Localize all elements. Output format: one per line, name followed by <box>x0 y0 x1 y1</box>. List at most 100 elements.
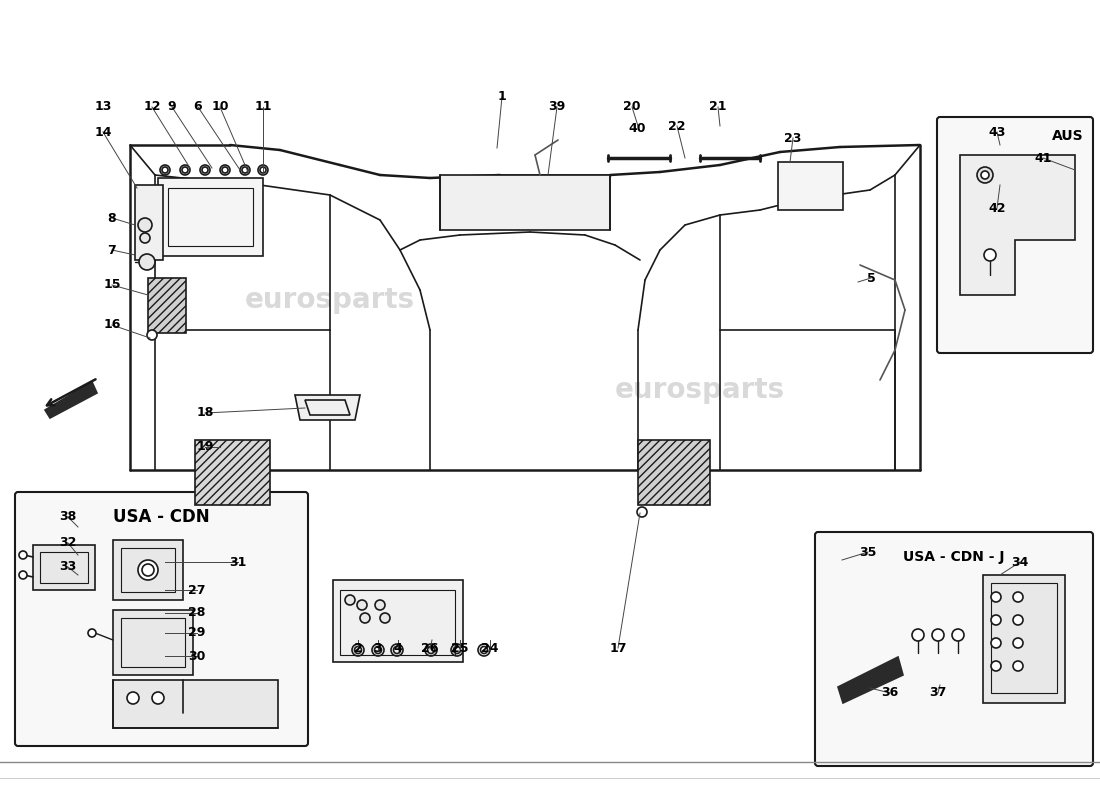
Circle shape <box>977 167 993 183</box>
Circle shape <box>88 629 96 637</box>
Circle shape <box>991 661 1001 671</box>
Polygon shape <box>960 155 1075 295</box>
Circle shape <box>1013 615 1023 625</box>
Circle shape <box>260 167 266 173</box>
Circle shape <box>160 165 170 175</box>
Circle shape <box>222 167 228 173</box>
Text: 6: 6 <box>194 101 202 114</box>
Circle shape <box>138 218 152 232</box>
Text: 41: 41 <box>1034 151 1052 165</box>
Circle shape <box>991 592 1001 602</box>
Text: 37: 37 <box>930 686 947 699</box>
Polygon shape <box>295 395 360 420</box>
Circle shape <box>991 615 1001 625</box>
Text: 11: 11 <box>254 101 272 114</box>
Bar <box>983 575 1065 703</box>
Text: 43: 43 <box>988 126 1005 138</box>
FancyBboxPatch shape <box>937 117 1093 353</box>
Text: 25: 25 <box>451 642 469 655</box>
Circle shape <box>258 165 268 175</box>
Circle shape <box>360 613 370 623</box>
Bar <box>638 440 710 505</box>
Text: 9: 9 <box>167 101 176 114</box>
Bar <box>135 185 163 260</box>
Text: 19: 19 <box>196 441 213 454</box>
Text: 3: 3 <box>374 642 383 655</box>
Circle shape <box>220 165 230 175</box>
Polygon shape <box>45 382 97 418</box>
Text: AUS: AUS <box>1053 129 1084 143</box>
Circle shape <box>912 629 924 641</box>
Text: eurosparts: eurosparts <box>245 286 415 314</box>
Text: 30: 30 <box>188 650 206 662</box>
Bar <box>333 580 463 662</box>
Text: 34: 34 <box>1011 555 1028 569</box>
Text: 20: 20 <box>624 101 640 114</box>
Circle shape <box>379 613 390 623</box>
Text: 15: 15 <box>103 278 121 291</box>
Text: 21: 21 <box>710 101 727 114</box>
Text: 4: 4 <box>394 642 403 655</box>
Polygon shape <box>838 657 903 703</box>
Text: 10: 10 <box>211 101 229 114</box>
Text: 26: 26 <box>421 642 439 655</box>
Text: 27: 27 <box>188 583 206 597</box>
Bar <box>158 178 263 256</box>
Text: 8: 8 <box>108 211 117 225</box>
Text: 13: 13 <box>95 101 112 114</box>
Bar <box>340 590 455 655</box>
Circle shape <box>1013 638 1023 648</box>
Text: 39: 39 <box>549 101 565 114</box>
Circle shape <box>140 233 150 243</box>
Text: 33: 33 <box>59 561 77 574</box>
Bar <box>113 540 183 600</box>
Bar <box>113 680 278 728</box>
Circle shape <box>139 254 155 270</box>
Text: 22: 22 <box>669 119 685 133</box>
Circle shape <box>138 560 158 580</box>
Text: 14: 14 <box>95 126 112 138</box>
Circle shape <box>932 629 944 641</box>
Circle shape <box>152 692 164 704</box>
Text: 12: 12 <box>143 101 161 114</box>
Circle shape <box>126 692 139 704</box>
Bar <box>168 188 253 246</box>
Circle shape <box>991 638 1001 648</box>
Text: eurosparts: eurosparts <box>615 376 785 404</box>
Circle shape <box>952 629 964 641</box>
Text: 7: 7 <box>108 243 117 257</box>
Circle shape <box>981 171 989 179</box>
Bar <box>40 552 88 583</box>
Text: 24: 24 <box>482 642 498 655</box>
Circle shape <box>182 167 188 173</box>
FancyBboxPatch shape <box>15 492 308 746</box>
Circle shape <box>19 551 28 559</box>
Circle shape <box>202 167 208 173</box>
Circle shape <box>358 600 367 610</box>
Text: USA - CDN: USA - CDN <box>112 508 209 526</box>
Polygon shape <box>305 400 350 415</box>
Text: 32: 32 <box>59 537 77 550</box>
Circle shape <box>147 330 157 340</box>
Text: 28: 28 <box>188 606 206 619</box>
Text: 5: 5 <box>867 271 876 285</box>
Text: 17: 17 <box>609 642 627 654</box>
Circle shape <box>345 595 355 605</box>
Circle shape <box>180 165 190 175</box>
Text: 40: 40 <box>628 122 646 134</box>
Circle shape <box>637 507 647 517</box>
Circle shape <box>200 165 210 175</box>
Bar <box>195 440 270 505</box>
Text: USA - CDN - J: USA - CDN - J <box>903 550 1004 564</box>
Bar <box>33 545 95 590</box>
Bar <box>121 618 185 667</box>
Circle shape <box>240 165 250 175</box>
Circle shape <box>1013 661 1023 671</box>
FancyBboxPatch shape <box>815 532 1093 766</box>
Text: 29: 29 <box>188 626 206 639</box>
Bar <box>148 278 186 333</box>
Text: 31: 31 <box>229 555 246 569</box>
Circle shape <box>162 167 168 173</box>
Text: 38: 38 <box>59 510 77 523</box>
Circle shape <box>1013 592 1023 602</box>
